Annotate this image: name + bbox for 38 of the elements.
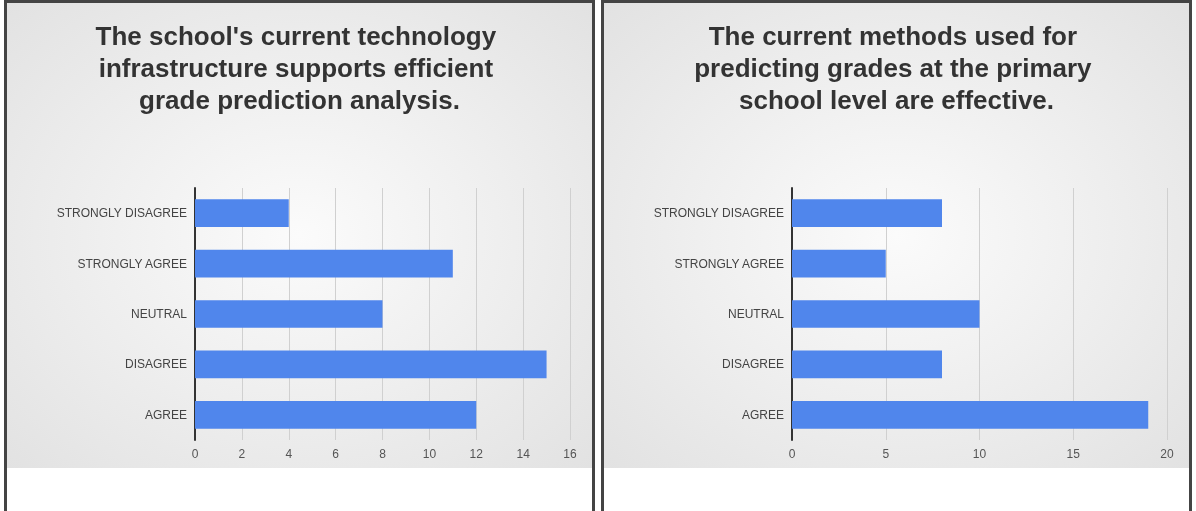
bar (792, 249, 886, 278)
y-tick-label: STRONGLY DISAGREE (56, 206, 187, 221)
bar (792, 199, 942, 228)
x-tick-label: 10 (422, 447, 437, 461)
bar (195, 350, 547, 379)
bar (195, 300, 383, 328)
y-tick-label: DISAGREE (721, 357, 784, 372)
y-tick-label: AGREE (741, 407, 784, 422)
x-tick-label: 8 (379, 447, 387, 461)
bar (195, 199, 289, 228)
x-tick-label: 16 (563, 447, 577, 461)
bar (792, 300, 980, 328)
y-tick-label: NEUTRAL (727, 307, 785, 321)
bar (792, 350, 942, 379)
x-tick-label: 2 (238, 447, 246, 461)
card-frame: STRONGLY DISAGREE STRONGLY AGREE NEUTRAL DISAGREE AGREE 0 2 4 6 8 10 12 14 16 The school's current technology infrastructure supports efficient grade prediction analysis. (4, 0, 595, 511)
x-tick-label: 14 (516, 447, 531, 461)
chart-title: The current methods used for predicting grades at the primary school level are effective. (694, 21, 1099, 115)
y-tick-label: DISAGREE (124, 357, 187, 372)
bar (195, 249, 453, 278)
x-tick-label: 0 (191, 447, 199, 461)
x-tick-label: 12 (469, 447, 484, 461)
x-tick-label: 15 (1066, 447, 1081, 461)
x-tick-label: 6 (332, 447, 340, 461)
x-tick-label: 0 (788, 447, 796, 461)
x-tick-label: 20 (1160, 447, 1174, 461)
x-tick-label: 5 (882, 447, 890, 461)
bar (195, 400, 477, 429)
y-tick-label: STRONGLY DISAGREE (653, 206, 784, 221)
y-tick-label: STRONGLY AGREE (674, 256, 784, 271)
y-tick-label: NEUTRAL (130, 307, 188, 321)
chart-title: The school's current technology infrastructure supports efficient grade prediction analysis. (95, 21, 504, 115)
x-tick-label: 10 (972, 447, 987, 461)
y-tick-label: AGREE (144, 407, 187, 422)
card-frame: STRONGLY DISAGREE STRONGLY AGREE NEUTRAL DISAGREE AGREE 0 5 10 15 20 The current methods used for predicting grades at the primary school level are effective. (601, 0, 1192, 511)
bar (792, 400, 1149, 429)
x-tick-label: 4 (285, 447, 293, 461)
y-tick-label: STRONGLY AGREE (77, 256, 187, 271)
